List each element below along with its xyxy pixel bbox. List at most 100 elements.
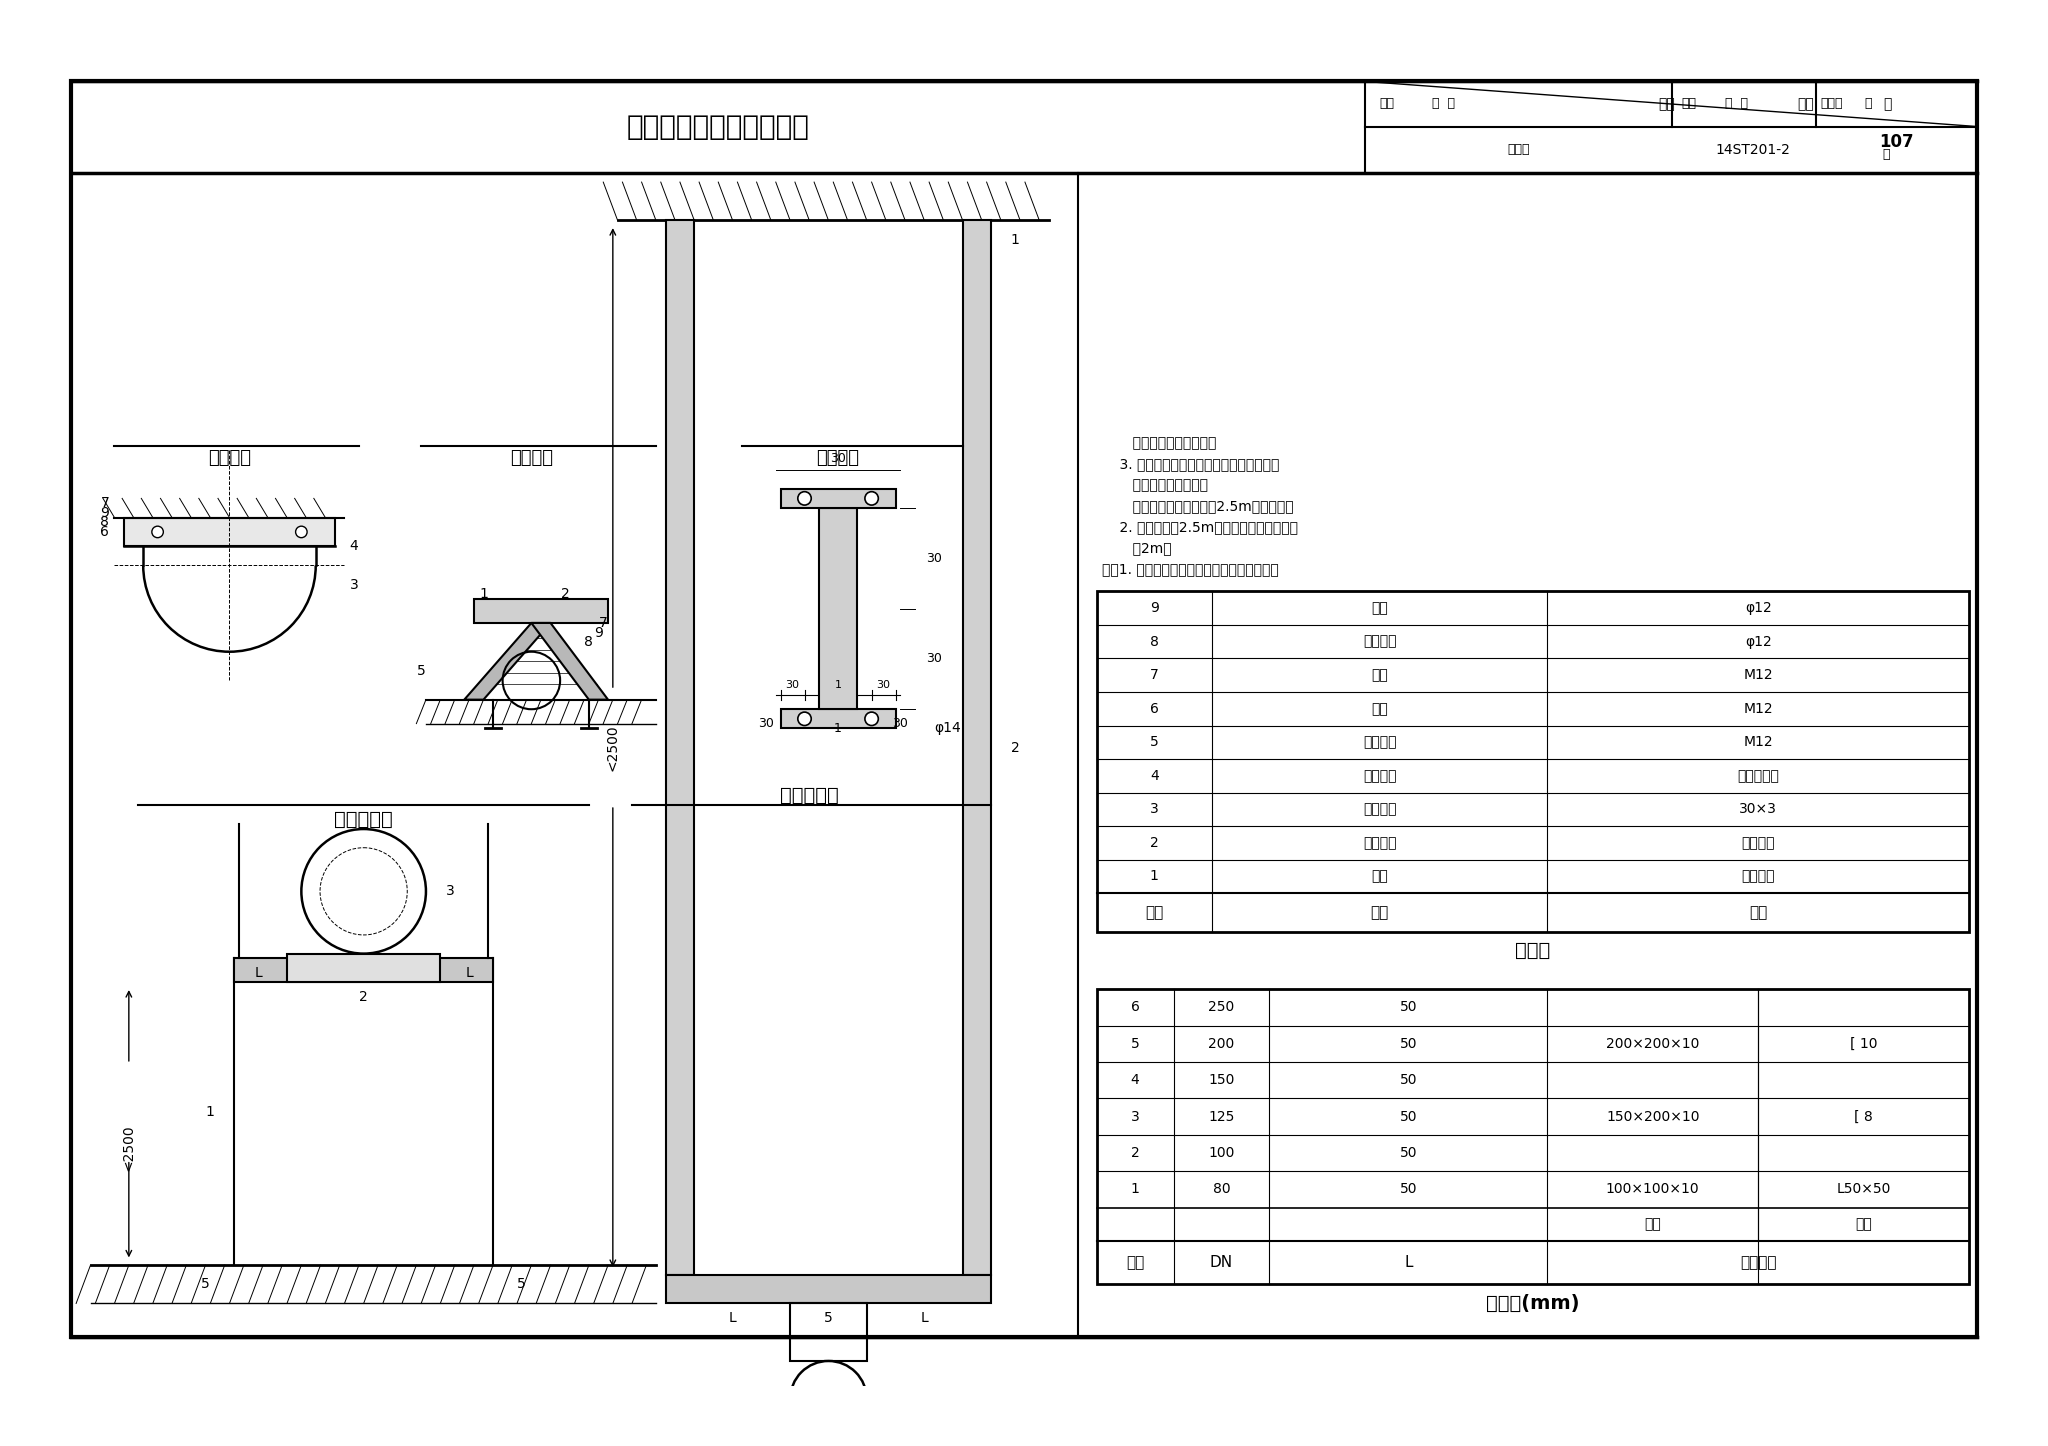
Text: 4: 4 <box>350 539 358 554</box>
Text: 螺母: 螺母 <box>1372 668 1389 683</box>
Text: 6: 6 <box>100 525 109 539</box>
Text: 3: 3 <box>350 577 358 591</box>
Text: 50: 50 <box>1399 1073 1417 1087</box>
Text: 250: 250 <box>1208 1001 1235 1014</box>
Text: 200×200×10: 200×200×10 <box>1606 1037 1700 1051</box>
Text: 107: 107 <box>1878 133 1913 150</box>
Text: 李育: 李育 <box>1659 97 1675 111</box>
Circle shape <box>295 526 307 538</box>
Text: 见尺寸表: 见尺寸表 <box>1741 836 1776 850</box>
Text: 30: 30 <box>786 680 799 690</box>
Text: 50: 50 <box>1399 1147 1417 1160</box>
Text: L: L <box>920 1312 928 1325</box>
Text: 5: 5 <box>518 1277 526 1291</box>
Bar <box>819 508 858 709</box>
Text: 9: 9 <box>100 506 109 519</box>
Text: 50: 50 <box>1399 1183 1417 1196</box>
Text: 3: 3 <box>1130 1109 1139 1124</box>
Circle shape <box>799 711 811 726</box>
Text: M12: M12 <box>1743 668 1774 683</box>
Bar <box>791 1303 866 1361</box>
Text: 1: 1 <box>207 1105 215 1119</box>
Text: 单管支架图: 单管支架图 <box>780 787 840 805</box>
Text: DN: DN <box>1210 1255 1233 1270</box>
Bar <box>473 599 608 623</box>
Text: 1: 1 <box>479 587 487 602</box>
Text: 30: 30 <box>877 680 891 690</box>
Text: 采用落地支架形式。: 采用落地支架形式。 <box>1102 479 1208 492</box>
Text: 膨胀螺栓: 膨胀螺栓 <box>1362 736 1397 749</box>
Bar <box>666 1275 991 1303</box>
Text: 钢板: 钢板 <box>1372 869 1389 884</box>
Text: 与保温同厚: 与保温同厚 <box>1737 769 1780 782</box>
Text: φ12: φ12 <box>1745 635 1772 649</box>
Bar <box>780 709 895 729</box>
Text: 6: 6 <box>1130 1001 1139 1014</box>
Text: 9: 9 <box>1149 602 1159 615</box>
Text: 14ST201-2: 14ST201-2 <box>1716 143 1790 156</box>
Text: 30: 30 <box>926 552 942 565</box>
Text: 50: 50 <box>1399 1001 1417 1014</box>
Text: φ14: φ14 <box>934 722 961 736</box>
Text: <2500: <2500 <box>606 724 621 771</box>
Bar <box>1098 591 1968 931</box>
Text: 5: 5 <box>1151 736 1159 749</box>
Text: 2: 2 <box>1130 1147 1139 1160</box>
Bar <box>963 220 991 1275</box>
Text: 钢板详图: 钢板详图 <box>817 450 860 467</box>
Polygon shape <box>530 623 608 700</box>
Bar <box>233 959 494 982</box>
Text: 2. 距离顶板在2.5m及以内的管线采用吊架: 2. 距离顶板在2.5m及以内的管线采用吊架 <box>1102 521 1298 535</box>
Text: 3. 管道弯头、三通、阀门及管道连接件处: 3. 管道弯头、三通、阀门及管道连接件处 <box>1102 457 1280 471</box>
Text: 设计代: 设计代 <box>1821 97 1843 110</box>
Text: 30×3: 30×3 <box>1739 803 1778 817</box>
Circle shape <box>864 711 879 726</box>
Bar <box>287 953 440 982</box>
Text: 应单独设置固定支架。: 应单独设置固定支架。 <box>1102 437 1217 450</box>
Text: 7: 7 <box>100 496 109 510</box>
Text: 单根水管: 单根水管 <box>1741 1255 1776 1270</box>
Text: 垫圈: 垫圈 <box>1372 602 1389 615</box>
Text: 100: 100 <box>1208 1147 1235 1160</box>
Text: 30: 30 <box>893 717 909 730</box>
Text: 4: 4 <box>1130 1073 1139 1087</box>
Bar <box>666 220 694 1275</box>
Text: 季  科: 季 科 <box>1724 97 1747 110</box>
Circle shape <box>152 526 164 538</box>
Text: 尺寸表(mm): 尺寸表(mm) <box>1487 1294 1579 1313</box>
Text: 3: 3 <box>446 885 455 898</box>
Text: 见尺寸表: 见尺寸表 <box>1741 869 1776 884</box>
Text: L50×50: L50×50 <box>1837 1183 1890 1196</box>
Text: 管卡详图: 管卡详图 <box>209 450 252 467</box>
Text: 125: 125 <box>1208 1109 1235 1124</box>
Text: <2500: <2500 <box>121 1125 135 1171</box>
Text: 1: 1 <box>1149 869 1159 884</box>
Text: 8: 8 <box>584 635 594 649</box>
Text: 单管吊架图: 单管吊架图 <box>334 810 393 829</box>
Text: 9: 9 <box>594 626 602 639</box>
Text: 6: 6 <box>1149 701 1159 716</box>
Text: 7: 7 <box>598 616 608 630</box>
Text: 本妹: 本妹 <box>1798 97 1815 111</box>
Text: 5: 5 <box>201 1277 209 1291</box>
Text: L: L <box>1405 1255 1413 1270</box>
Text: 100×100×10: 100×100×10 <box>1606 1183 1700 1196</box>
Text: 隔热木托: 隔热木托 <box>1362 769 1397 782</box>
Text: 图集号: 图集号 <box>1507 143 1530 156</box>
Text: 型钢: 型钢 <box>1855 1218 1872 1232</box>
Text: 1: 1 <box>1012 233 1020 247</box>
Bar <box>125 518 336 547</box>
Text: 4: 4 <box>1151 769 1159 782</box>
Text: 3: 3 <box>1151 803 1159 817</box>
Text: 2: 2 <box>561 587 569 602</box>
Text: 30: 30 <box>758 717 774 730</box>
Text: 50: 50 <box>1399 1037 1417 1051</box>
Text: 扁铁管卡: 扁铁管卡 <box>1362 803 1397 817</box>
Text: 校对: 校对 <box>1681 97 1696 110</box>
Text: L: L <box>465 966 473 980</box>
Text: 1: 1 <box>836 680 842 690</box>
Text: 5: 5 <box>1130 1037 1139 1051</box>
Text: 7: 7 <box>1151 668 1159 683</box>
Text: 2: 2 <box>1151 836 1159 850</box>
Text: 空调机房单管支吊架安装: 空调机房单管支吊架安装 <box>627 113 809 142</box>
